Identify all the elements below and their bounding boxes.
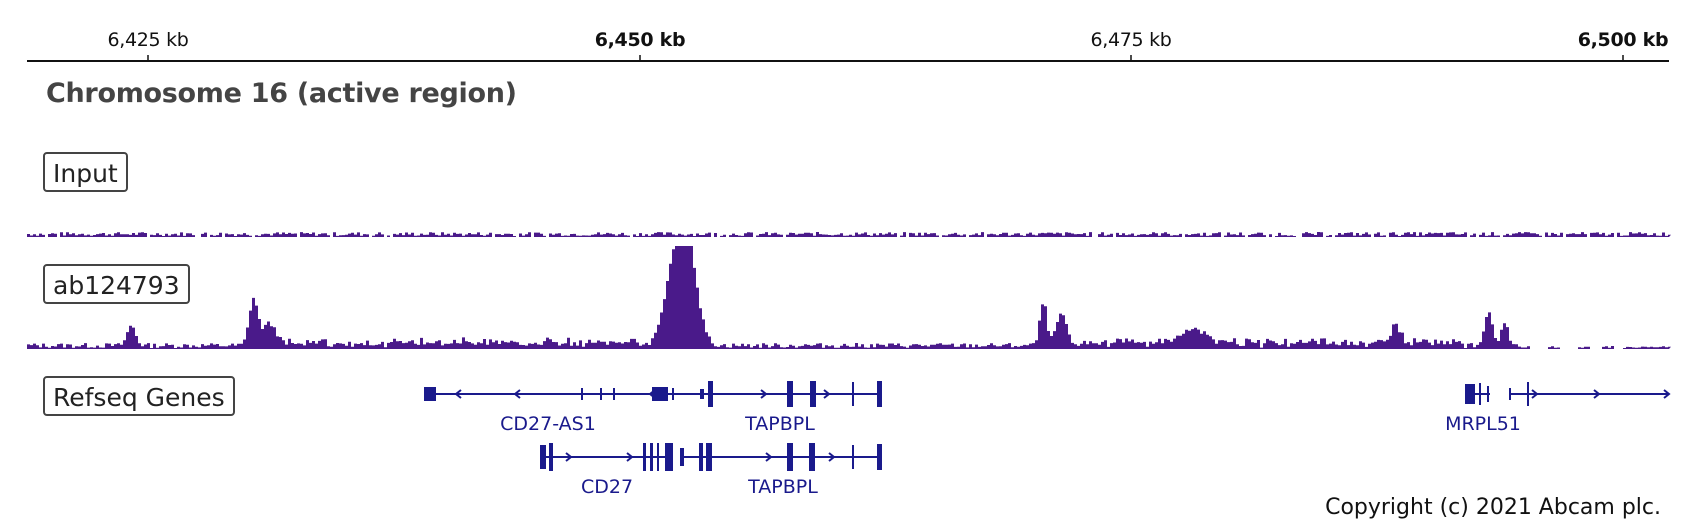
gene-exon: [643, 443, 646, 471]
gene-exon: [581, 388, 583, 400]
gene-exon: [1527, 382, 1529, 406]
gene-exon: [540, 445, 546, 469]
gene-exon: [672, 388, 674, 400]
axis-tick-label: 6,500 kb: [1577, 29, 1669, 51]
strand-arrow-right-icon: [823, 389, 831, 399]
gene-exon: [852, 445, 854, 469]
gene-exon: [424, 387, 436, 401]
gene-exon: [699, 443, 703, 471]
strand-arrow-left-icon: [454, 389, 462, 399]
gene-exon: [852, 382, 854, 406]
gene-exon: [809, 443, 815, 471]
gene-exon: [680, 448, 684, 466]
gene-exon: [665, 443, 673, 471]
strand-arrow-right-icon: [760, 389, 768, 399]
strand-arrow-right-icon: [565, 452, 573, 462]
gene-exon: [549, 443, 553, 471]
axis-tick-label: 6,475 kb: [1090, 29, 1172, 51]
track-label-ab124793: ab124793: [43, 264, 190, 304]
gene-exon: [600, 388, 602, 400]
gene-exon: [877, 444, 882, 470]
copyright-notice: Copyright (c) 2021 Abcam plc.: [1325, 495, 1661, 520]
axis-tick-label: 6,425 kb: [107, 29, 189, 51]
ab124793-signal: [27, 246, 1671, 349]
gene-label-tapbpl: TAPBPL: [745, 413, 815, 435]
strand-arrow-right-icon: [1593, 389, 1601, 399]
gene-exon: [652, 387, 668, 401]
strand-arrow-left-icon: [513, 389, 521, 399]
gene-exon: [877, 381, 882, 407]
input-signal: [27, 232, 1671, 237]
strand-arrow-right-icon: [765, 452, 773, 462]
track-label-refseq-genes: Refseq Genes: [43, 376, 235, 416]
gene-exon: [810, 381, 816, 407]
gene-exon: [650, 443, 653, 471]
strand-arrow-right-icon: [828, 452, 836, 462]
gene-exon: [700, 389, 704, 399]
gene-label-tapbpl-2: TAPBPL: [748, 476, 818, 498]
gene-exon: [1509, 388, 1511, 400]
page-title: Chromosome 16 (active region): [46, 78, 517, 109]
gene-label-mrpl51: MRPL51: [1445, 413, 1521, 435]
gene-label-cd27-as1: CD27-AS1: [500, 413, 596, 435]
axis-tick-label: 6,450 kb: [594, 29, 686, 51]
strand-arrow-right-icon: [1663, 389, 1671, 399]
gene-exon: [706, 443, 712, 471]
strand-arrow-right-icon: [626, 452, 634, 462]
gene-exon: [613, 388, 615, 400]
gene-exon: [657, 443, 659, 471]
track-label-input: Input: [43, 152, 128, 192]
gene-exon: [708, 381, 713, 407]
strand-arrow-right-icon: [1531, 389, 1539, 399]
gene-label-cd27: CD27: [580, 476, 634, 498]
gene-exon: [787, 381, 793, 407]
gene-exon: [787, 443, 793, 471]
